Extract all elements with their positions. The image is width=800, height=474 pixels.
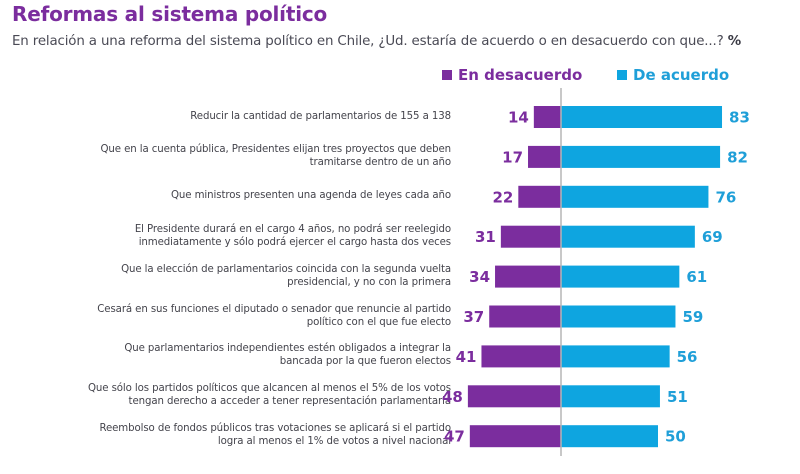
category-label: Reducir la cantidad de parlamentarios de… [11, 110, 451, 123]
category-label: Reembolso de fondos públicos tras votaci… [11, 422, 451, 448]
unit-label: % [727, 34, 741, 49]
category-label-line: logra al menos el 1% de votos a nivel na… [217, 436, 451, 448]
category-label-line: Que la elección de parlamentarios coinci… [121, 263, 451, 275]
category-label-line: Que en la cuenta pública, Presidentes el… [100, 143, 452, 155]
value-label-disagree: 14 [508, 109, 529, 127]
value-label-agree: 69 [702, 228, 723, 246]
subtitle-text: En relación a una reforma del sistema po… [12, 34, 724, 49]
value-label-agree: 56 [677, 348, 698, 366]
bar-disagree [533, 106, 561, 128]
category-label: Que ministros presenten una agenda de le… [11, 189, 451, 202]
bar-agree [561, 225, 695, 248]
bar-agree [561, 265, 680, 288]
value-label-agree: 50 [665, 428, 686, 446]
chart-subtitle: En relación a una reforma del sistema po… [12, 34, 741, 49]
value-label-disagree: 41 [456, 348, 477, 366]
category-label-line: tramitarse dentro de un año [309, 156, 452, 168]
category-label: Que en la cuenta pública, Presidentes el… [11, 143, 452, 169]
category-label-line: Cesará en sus funciones el diputado o se… [97, 303, 451, 315]
category-label-line: inmediatamente y sólo podrá ejercer el c… [138, 236, 451, 248]
category-label-line: Reducir la cantidad de parlamentarios de… [190, 110, 451, 122]
bar-agree [561, 425, 658, 448]
legend-swatch-disagree-icon [442, 70, 452, 80]
value-label-agree: 59 [682, 308, 703, 326]
bar-agree [561, 106, 723, 128]
bar-disagree [467, 385, 561, 408]
value-label-agree: 82 [727, 148, 748, 166]
legend-item-disagree: En desacuerdo [442, 66, 582, 84]
bar-agree [561, 345, 670, 368]
category-label-line: Que parlamentarios independientes estén … [124, 343, 451, 355]
category-label-line: Reembolso de fondos públicos tras votaci… [99, 423, 451, 435]
bar-disagree [489, 305, 561, 328]
value-label-disagree: 37 [463, 308, 484, 326]
value-label-disagree: 17 [502, 148, 523, 166]
bar-disagree [500, 225, 561, 248]
category-label: Cesará en sus funciones el diputado o se… [11, 303, 451, 329]
category-label: Que parlamentarios independientes estén … [11, 342, 451, 368]
category-label: Que la elección de parlamentarios coinci… [11, 263, 451, 289]
value-label-disagree: 34 [469, 268, 490, 286]
legend-label-disagree: En desacuerdo [458, 66, 583, 84]
bar-agree [561, 305, 676, 328]
legend-label-agree: De acuerdo [633, 66, 730, 84]
chart-title: Reformas al sistema político [12, 2, 328, 26]
category-label-line: bancada por la que fueron electos [279, 356, 451, 368]
value-label-agree: 51 [667, 388, 688, 406]
bar-disagree [495, 265, 561, 288]
value-label-disagree: 47 [444, 428, 465, 446]
bar-disagree [469, 425, 561, 448]
value-label-agree: 61 [686, 268, 707, 286]
value-label-disagree: 48 [442, 388, 463, 406]
value-label-disagree: 22 [492, 188, 513, 206]
category-label-line: Que sólo los partidos políticos que alca… [88, 383, 451, 395]
bar-agree [561, 185, 709, 208]
bar-disagree [518, 185, 561, 208]
bar-agree [561, 145, 721, 168]
legend-swatch-agree-icon [617, 70, 627, 80]
bar-agree [561, 385, 660, 408]
category-label-line: Que ministros presenten una agenda de le… [171, 190, 451, 202]
category-label: Que sólo los partidos políticos que alca… [11, 382, 451, 408]
bar-disagree [481, 345, 561, 368]
category-label-line: tengan derecho a acceder a tener represe… [128, 396, 452, 408]
value-label-disagree: 31 [475, 228, 496, 246]
category-label-line: presidencial, y no con la primera [287, 276, 451, 288]
value-label-agree: 76 [715, 188, 736, 206]
value-label-agree: 83 [729, 109, 750, 127]
bar-disagree [528, 145, 561, 168]
category-label-line: El Presidente durará en el cargo 4 años,… [134, 223, 451, 235]
category-label-line: político con el que fue electo [306, 316, 451, 328]
legend-item-agree: De acuerdo [617, 66, 729, 84]
category-label: El Presidente durará en el cargo 4 años,… [11, 223, 451, 249]
